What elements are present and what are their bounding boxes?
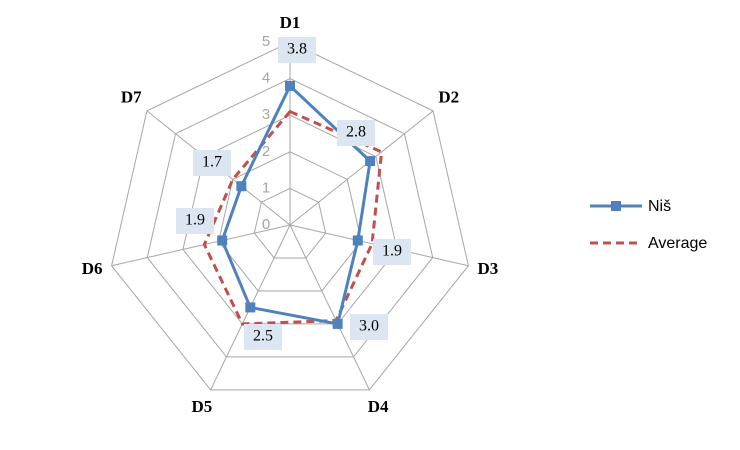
axis-label: D1 [280, 13, 301, 32]
tick-label: 2 [262, 143, 270, 160]
data-label-bg [176, 208, 214, 234]
data-label-bg [337, 120, 375, 146]
spoke [289, 224, 370, 391]
data-label-bg [278, 37, 316, 63]
series-line [220, 83, 372, 326]
legend-label: Average [648, 235, 707, 252]
spoke [111, 224, 291, 267]
grid-ring [253, 187, 327, 259]
data-label: 1.9 [382, 243, 402, 260]
data-label-bg [244, 324, 282, 350]
data-label-bg [350, 314, 388, 340]
grid-ring [146, 78, 434, 358]
grid-ring [218, 151, 362, 292]
data-label: 1.7 [202, 154, 222, 171]
tick-label: 4 [262, 70, 270, 87]
data-label: 3.0 [359, 318, 379, 335]
axis-label: D6 [82, 259, 103, 278]
axis-label: D7 [121, 87, 142, 106]
axis-label: D4 [368, 397, 389, 416]
data-label: 2.8 [346, 124, 366, 141]
tick-label: 0 [262, 216, 270, 233]
data-label: 2.5 [253, 328, 273, 345]
tick-label: 1 [262, 179, 270, 196]
spoke [289, 110, 434, 226]
tick-label: 3 [262, 106, 270, 123]
data-label: 1.9 [185, 212, 205, 229]
grid-ring [111, 41, 469, 391]
data-label-bg [373, 239, 411, 265]
axis-label: D2 [438, 87, 459, 106]
marker [217, 235, 228, 246]
marker [365, 156, 376, 167]
marker [285, 80, 295, 91]
data-label: 3.8 [287, 41, 307, 58]
marker [236, 181, 247, 192]
marker [245, 302, 256, 313]
legend-label: Niš [648, 198, 671, 215]
marker [332, 318, 343, 329]
axis-label: D3 [478, 259, 499, 278]
legend-marker [611, 201, 621, 211]
data-label-bg [193, 150, 231, 176]
tick-label: 5 [262, 33, 270, 50]
marker [352, 235, 363, 246]
axis-label: D5 [192, 397, 213, 416]
